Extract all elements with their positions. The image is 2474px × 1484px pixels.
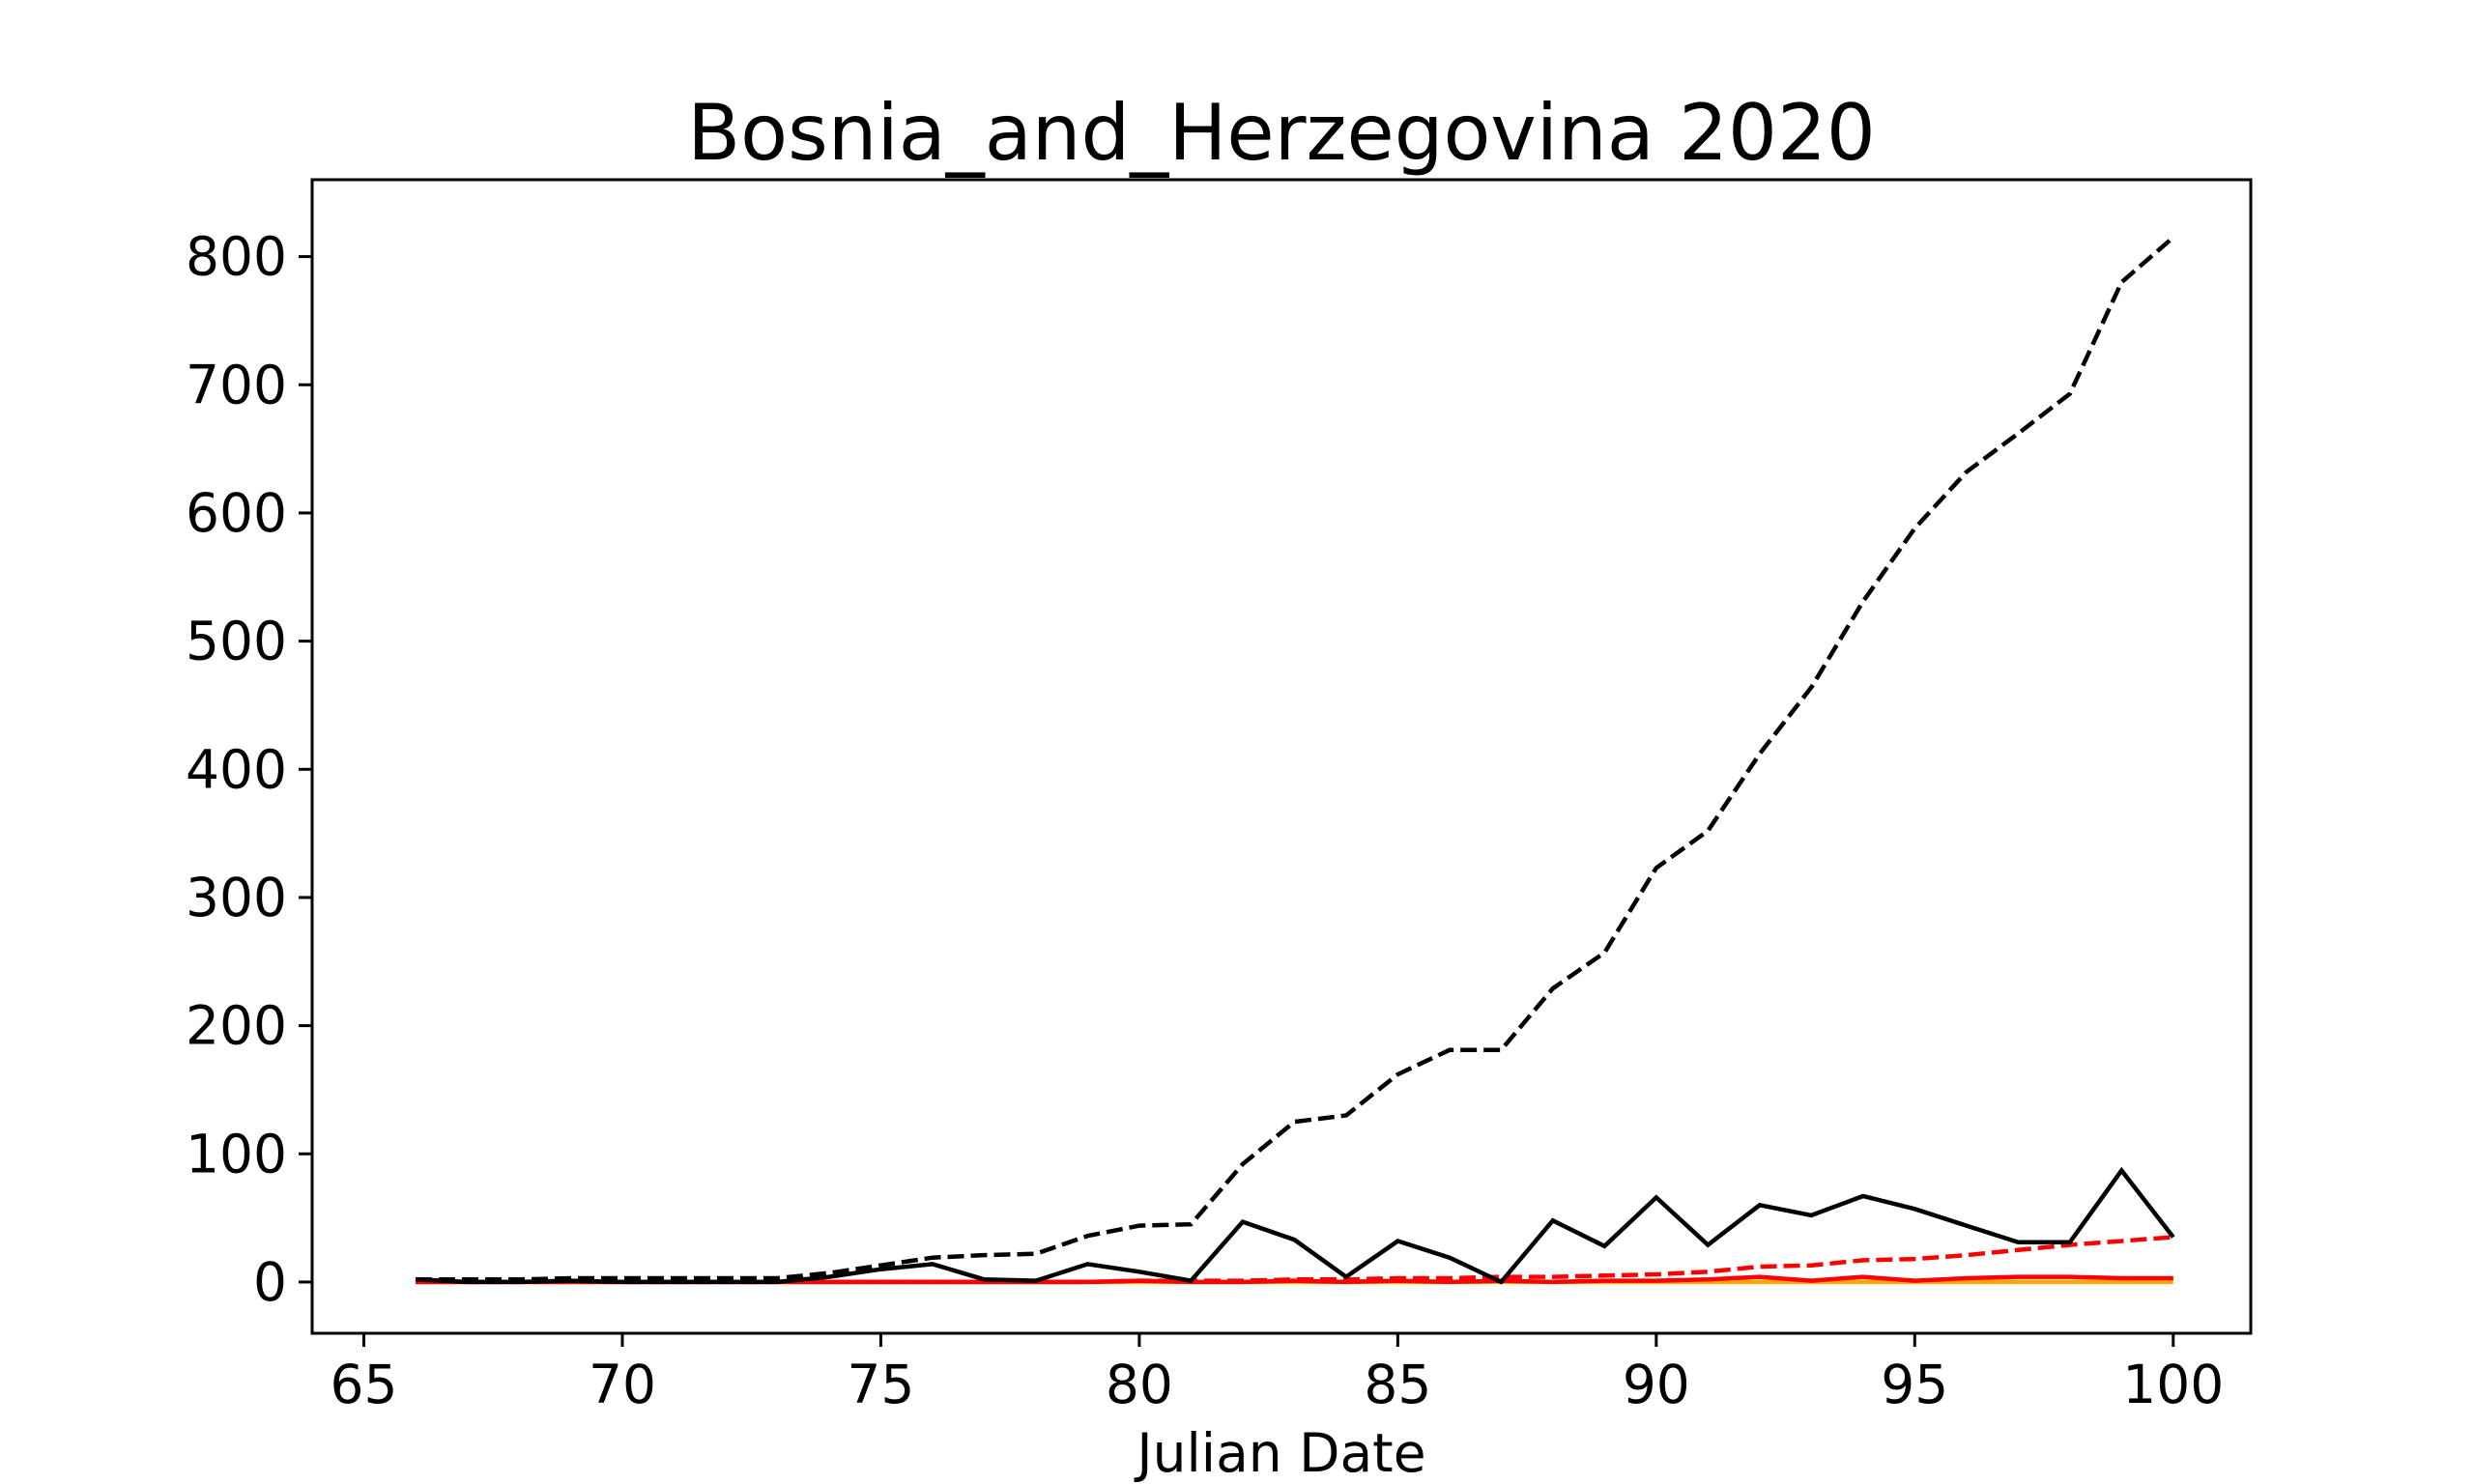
y-tick-label: 600 (186, 482, 287, 544)
x-tick-label: 90 (1623, 1354, 1690, 1415)
x-axis-label: Julian Date (1134, 1422, 1425, 1484)
x-tick-label: 85 (1364, 1354, 1431, 1415)
series-line-2 (416, 1235, 2173, 1285)
x-tick-label: 65 (330, 1354, 397, 1415)
y-tick-label: 400 (186, 738, 287, 800)
series-line-0 (416, 236, 2175, 1282)
y-tick-label: 200 (186, 995, 287, 1057)
x-tick-label: 100 (2122, 1354, 2224, 1415)
y-tick-label: 800 (186, 226, 287, 288)
plot-frame (310, 178, 2253, 1335)
x-tick-label: 75 (847, 1354, 914, 1415)
chart-title: Bosnia_and_Herzegovina 2020 (687, 88, 1876, 178)
x-axis: 65 70 75 80 85 90 95 100 (330, 1333, 2224, 1415)
y-tick-label: 700 (186, 354, 287, 415)
y-tick-label: 500 (186, 611, 287, 672)
series-line-1 (415, 1166, 2175, 1285)
y-tick-label: 100 (186, 1123, 287, 1184)
series-layer (415, 236, 2175, 1285)
x-tick-label: 70 (589, 1354, 656, 1415)
y-tick-label: 0 (253, 1251, 287, 1313)
x-tick-label: 95 (1881, 1354, 1948, 1415)
y-axis: 0 100 200 300 400 500 600 700 800 (186, 226, 312, 1313)
x-tick-label: 80 (1106, 1354, 1173, 1415)
y-tick-label: 300 (186, 867, 287, 928)
